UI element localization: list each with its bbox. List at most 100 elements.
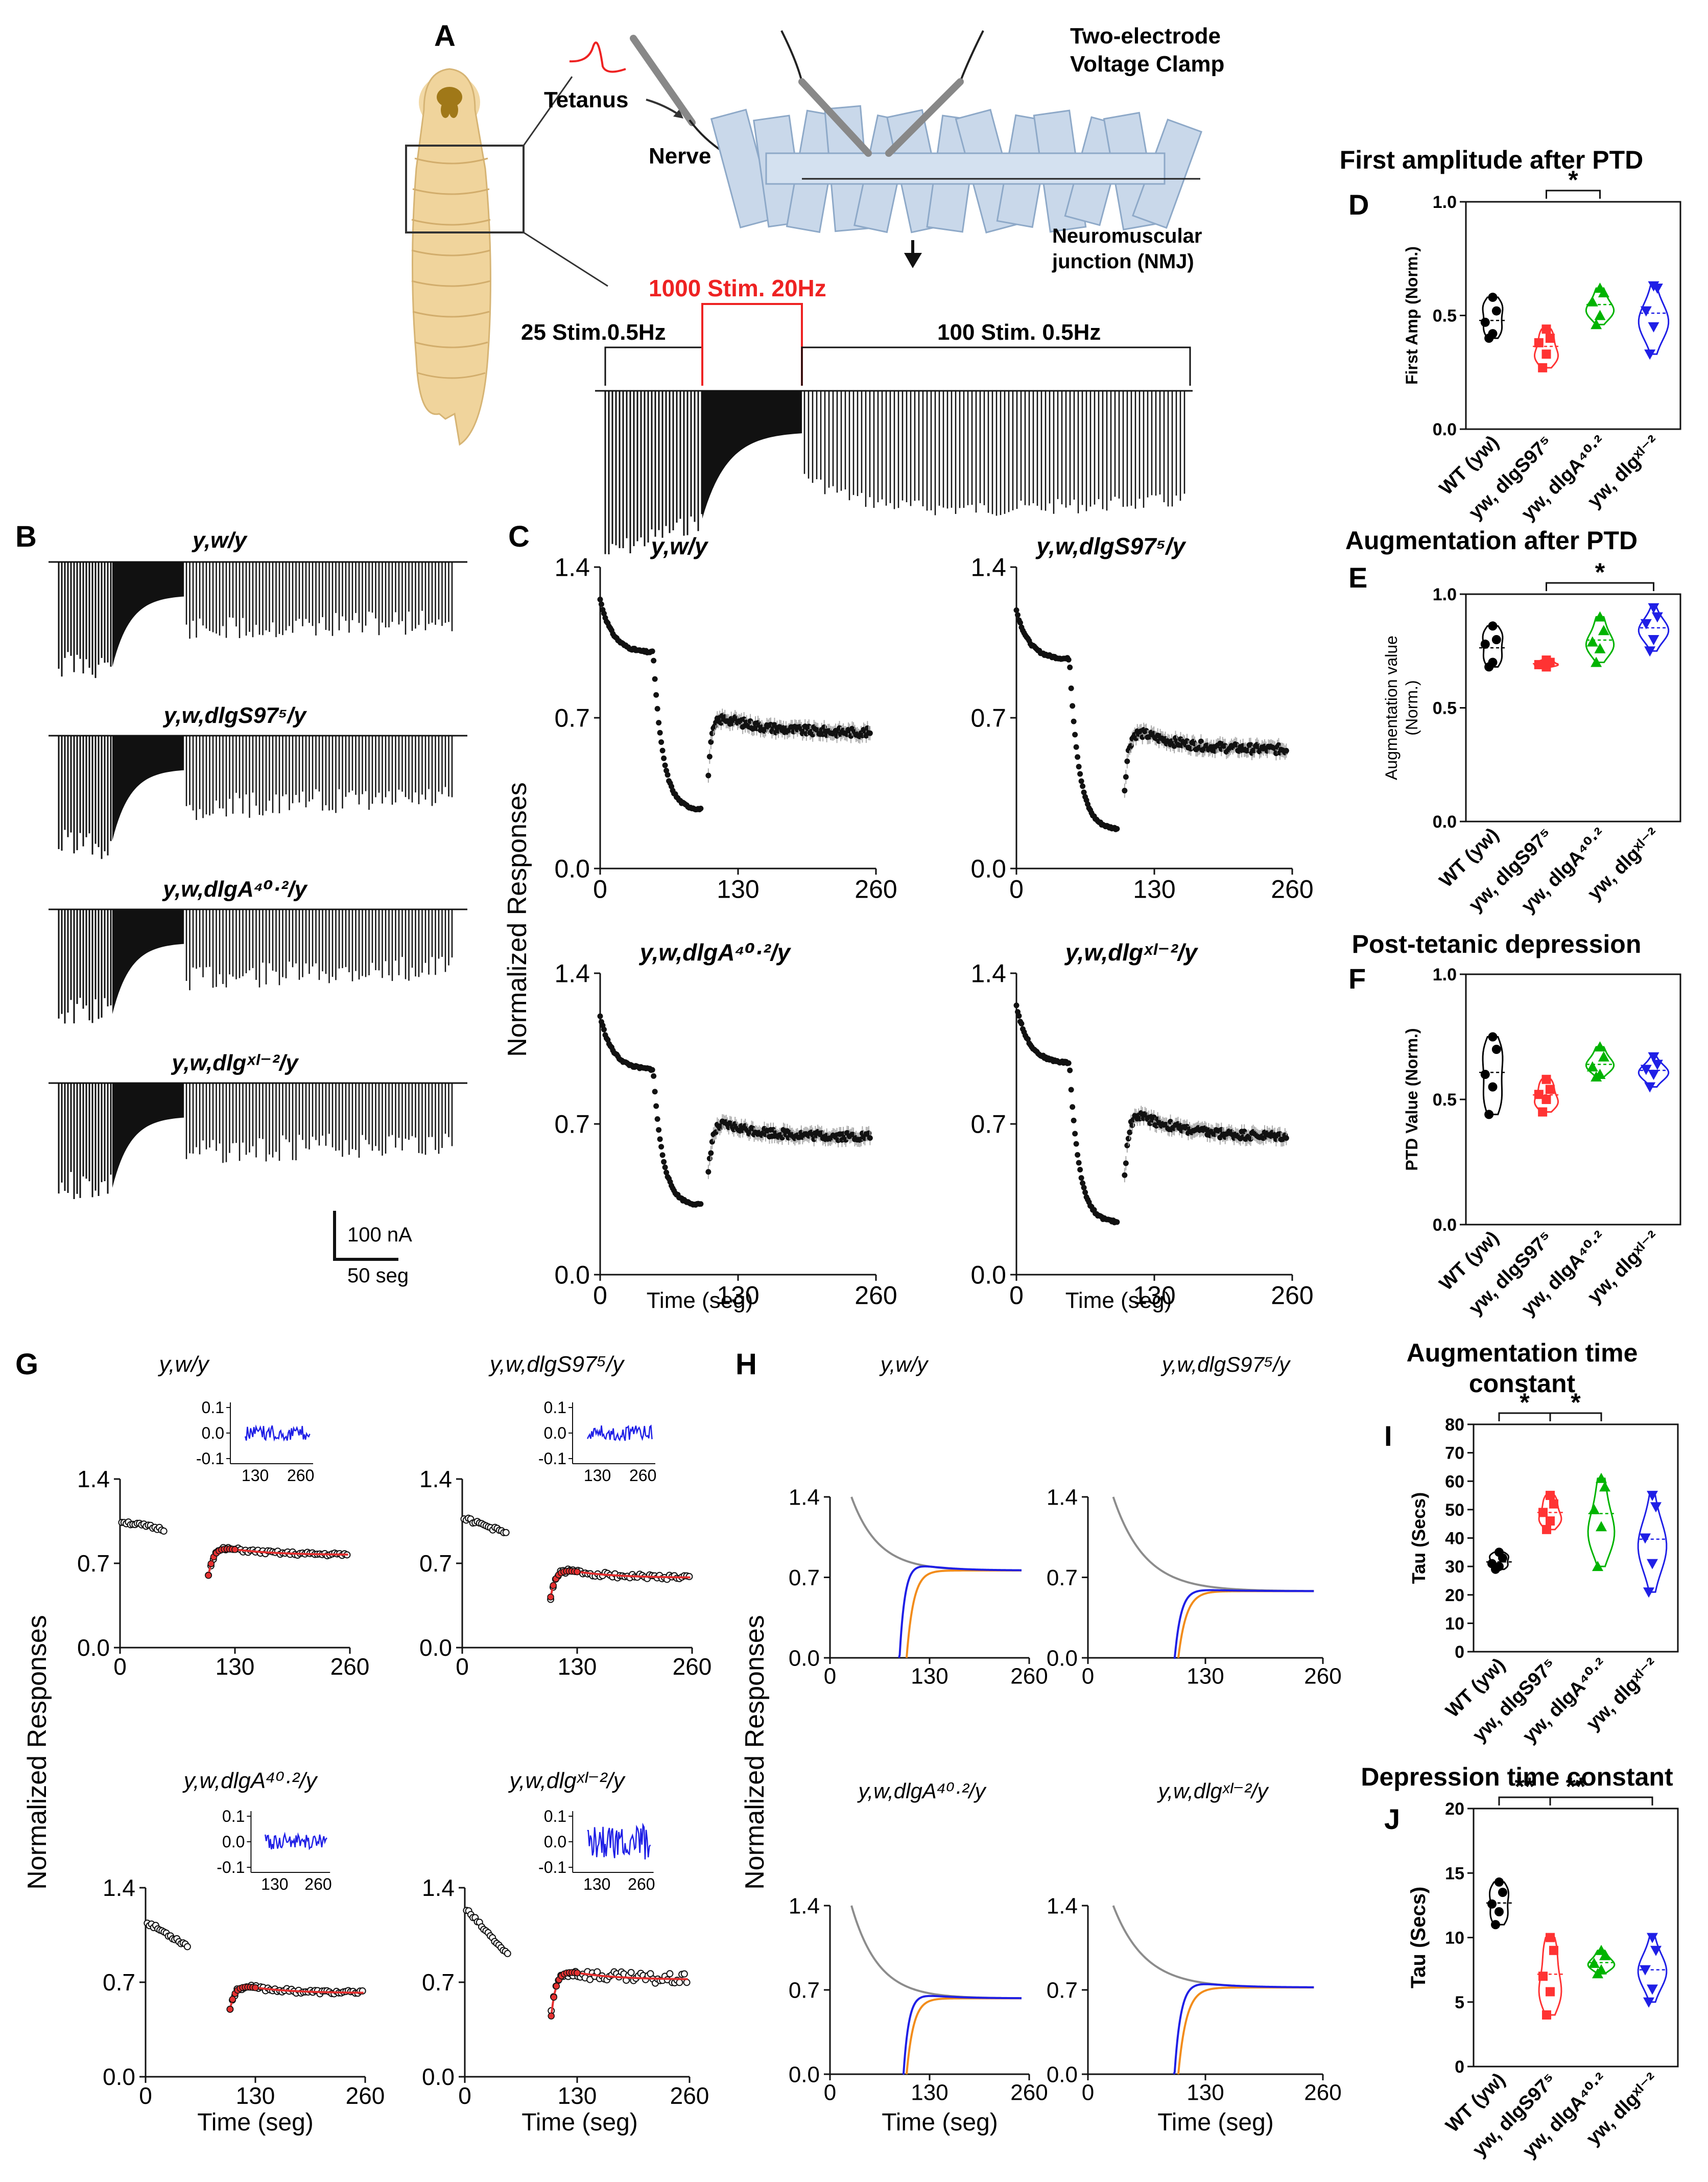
h-depression-curve [850, 1905, 1022, 2000]
violin-point [1491, 1045, 1501, 1054]
h-plot-1: y,w/y 0.0 0.7 1.4 0 130 260 [789, 1352, 1048, 1689]
c-data-point [1065, 1060, 1072, 1066]
c-data-point [1013, 607, 1019, 613]
violin-point [1594, 643, 1606, 653]
rec-electrode-left [798, 78, 872, 157]
tevc-label-1: Two-electrode [1070, 24, 1221, 49]
nmj-label-2: junction (NMJ) [1052, 250, 1194, 273]
violin-point [1538, 1972, 1548, 1981]
x-tick-label: 0 [824, 2080, 836, 2105]
violin-y-tick-label: 80 [1445, 1415, 1464, 1435]
panel-h-letter: H [736, 1348, 757, 1381]
panel-g-letter: G [15, 1348, 38, 1381]
c-data-point [705, 1169, 711, 1175]
c-data-point [867, 1135, 873, 1141]
c-plot-2: y,w,dlgS97⁵/y 0.0 0.7 1.4 0 130 260 [970, 533, 1313, 904]
g-fit-point [205, 1571, 212, 1579]
violin-point [1586, 296, 1598, 307]
c-data-point [709, 730, 715, 736]
violin-shape [1638, 285, 1670, 355]
c-data-point [1114, 826, 1120, 832]
violin-point [1484, 1110, 1494, 1119]
c-data-point [653, 1103, 659, 1109]
inset-y-tick-label: 0.0 [202, 1424, 224, 1442]
c-data-point [698, 805, 704, 811]
trace-b-pre [58, 562, 112, 678]
c-data-point [1017, 620, 1023, 626]
x-tick-label: 0 [139, 2082, 152, 2109]
y-tick-label: 1.4 [1047, 1893, 1078, 1918]
significance-bracket [1546, 582, 1654, 591]
panel-f: Post-tetanic depression F 0.0 0.5 1.0 PTD V… [1348, 930, 1681, 1320]
h-augmentation-curve [1177, 1590, 1314, 1658]
violin-y-tick-label: 1.0 [1433, 193, 1457, 212]
trace-b-pre [58, 736, 112, 859]
c-data-point [652, 1089, 658, 1095]
nerve-label: Nerve [649, 144, 711, 169]
g-post-point [627, 1969, 635, 1977]
violin-y-tick-label: 0.5 [1433, 307, 1457, 326]
inset-y-tick-label: 0.1 [544, 1398, 566, 1417]
violin-point [1648, 1070, 1659, 1080]
c-plot-3: y,w,dlgA⁴⁰·²/y 0.0 0.7 1.4 0 130 260 [554, 939, 897, 1310]
h-augmentation-curve [1177, 1986, 1314, 2075]
panel-c: C Normalized Responses Time (seg) Time (… [503, 520, 1314, 1313]
panel-g-xlabel-1: Time (seg) [197, 2109, 314, 2136]
panel-g-xlabel-2: Time (seg) [521, 2109, 638, 2136]
x-tick-label: 130 [717, 1281, 759, 1310]
significance-bracket [1498, 1796, 1653, 1805]
g-plot-1: y,w/y 0.0 0.7 1.4 0 130 260 0.1 0.0 -0.1 130 260 [77, 1352, 369, 1680]
c-data-point [706, 1156, 713, 1162]
larva-illustration [405, 68, 608, 446]
trace-b-post [185, 909, 453, 991]
x-tick-label: 130 [1187, 2080, 1224, 2105]
violin-point [1651, 612, 1663, 623]
inset-y-tick-label: 0.0 [544, 1424, 566, 1442]
violin-point [1538, 1107, 1548, 1117]
x-tick-label: 0 [1082, 1664, 1094, 1689]
c-data-point [653, 692, 659, 698]
violin-y-tick-label: 50 [1445, 1500, 1464, 1520]
y-tick-label: 0.7 [419, 1550, 452, 1577]
panel-b: B y,w/y y,w,dlgS97⁵/y y,w,dlgA⁴⁰·²/y y,w… [15, 520, 467, 1287]
violin-point [1491, 1920, 1500, 1930]
significance-label: * [1595, 558, 1605, 586]
g-plot-2: y,w,dlgS97⁵/y 0.0 0.7 1.4 0 130 260 0.1 0.0 -0.1 1… [419, 1352, 711, 1680]
inset-x-tick-label: 260 [304, 1875, 331, 1893]
violin-point [1596, 1472, 1607, 1483]
stim-bracket-2 [701, 303, 803, 386]
genotype-b-4: y,w,dlgˣᴵ⁻²/y [171, 1050, 299, 1075]
inset-residual-line [265, 1832, 328, 1850]
violin-y-tick-label: 0.0 [1433, 812, 1457, 832]
h-genotype-title: y,w/y [879, 1352, 930, 1376]
tevc-label-2: Voltage Clamp [1070, 52, 1224, 77]
panel-j-letter: J [1384, 1803, 1400, 1835]
c-data-point [1075, 754, 1081, 760]
x-tick-label: 130 [1133, 875, 1175, 904]
h-genotype-title: y,w,dlgS97⁵/y [1160, 1352, 1291, 1376]
stim-bracket-3 [801, 346, 1191, 386]
violin-point [1491, 635, 1501, 644]
violin-y-tick-label: 1.0 [1433, 585, 1457, 604]
panel-e-title: Augmentation after PTD [1345, 526, 1638, 555]
c-plot-1: y,w/y 0.0 0.7 1.4 0 130 260 [554, 533, 897, 904]
violin-point [1651, 284, 1663, 294]
panel-i-title-1: Augmentation time [1407, 1339, 1638, 1367]
c-data-point [1076, 764, 1082, 770]
h-depression-curve [1112, 1905, 1314, 1988]
c-data-point [708, 1150, 714, 1156]
panel-h-xlabel-1: Time (seg) [882, 2109, 998, 2136]
inset-x-tick-label: 260 [287, 1466, 314, 1485]
x-tick-label: 260 [346, 2082, 385, 2109]
significance-label: * [1520, 1388, 1530, 1417]
violin-point [1549, 1945, 1558, 1955]
violin-point [1480, 1070, 1490, 1079]
c-data-point [658, 1144, 665, 1150]
panel-a-letter: A [434, 19, 456, 53]
panel-h-ylabel: Normalized Responses [740, 1615, 770, 1890]
c-data-point [1081, 789, 1087, 795]
panel-b-letter: B [15, 520, 37, 553]
x-tick-label: 260 [1010, 1664, 1048, 1689]
g-fit-point [207, 1560, 215, 1567]
stim-electrode [630, 35, 696, 126]
